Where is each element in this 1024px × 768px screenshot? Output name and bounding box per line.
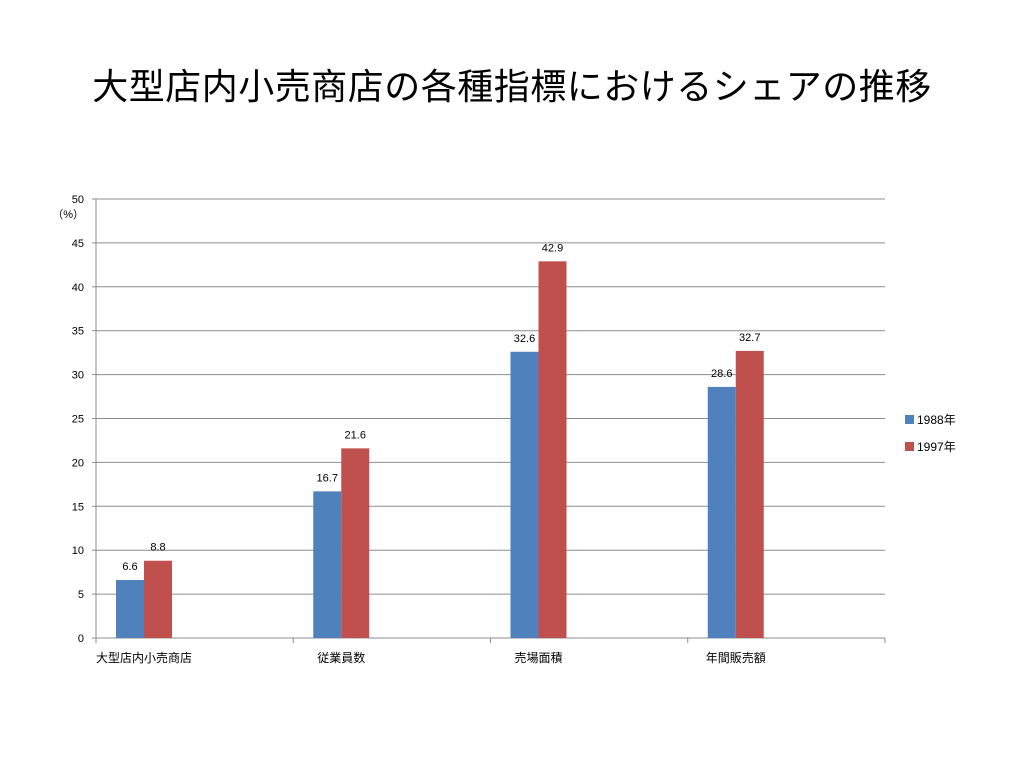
legend-swatch xyxy=(905,442,914,451)
bar xyxy=(707,386,736,638)
legend-label: 1988年 xyxy=(917,413,956,427)
legend-label: 1997年 xyxy=(917,440,956,454)
bar xyxy=(144,560,172,638)
y-tick-label: 5 xyxy=(78,589,84,601)
data-label: 32.6 xyxy=(514,333,535,345)
gridlines xyxy=(96,198,885,639)
y-tick-label: 45 xyxy=(72,238,84,250)
y-tick-label: 20 xyxy=(72,457,84,469)
y-tick-label: 15 xyxy=(72,501,84,513)
slide-title: 大型店内小売商店の各種指標におけるシェアの推移 xyxy=(92,67,932,108)
y-tick-label: 25 xyxy=(72,414,84,426)
y-unit-label: （%） xyxy=(52,208,84,221)
x-category-label: 売場面積 xyxy=(514,650,562,665)
bar xyxy=(538,261,567,638)
legend-swatch xyxy=(905,415,914,424)
y-tick-label: 35 xyxy=(72,326,84,338)
bar xyxy=(341,448,370,638)
bar xyxy=(510,351,539,638)
data-label: 42.9 xyxy=(542,242,563,254)
x-axis: 大型店内小売商店 従業員数 売場面積 年間販売額 xyxy=(95,637,886,665)
bar xyxy=(313,491,342,638)
y-tick-label: 0 xyxy=(78,633,84,645)
y-tick-label: 10 xyxy=(72,545,84,557)
bar xyxy=(735,350,764,638)
x-category-label: 大型店内小売商店 xyxy=(96,650,192,665)
bar xyxy=(116,580,144,638)
data-label: 28.6 xyxy=(711,368,732,380)
y-tick-label: 30 xyxy=(72,370,84,382)
y-tick-label: 40 xyxy=(72,282,84,294)
data-labels: 6.6 8.8 16.7 21.6 32.6 42.9 28.6 32.7 xyxy=(122,242,760,573)
legend: 1988年 1997年 xyxy=(905,413,956,454)
data-label: 21.6 xyxy=(345,429,366,441)
data-label: 6.6 xyxy=(122,561,137,573)
bars xyxy=(116,261,764,638)
y-tick-label: 50 xyxy=(72,194,84,206)
y-axis: 0 5 10 15 20 25 30 35 40 45 50 （%） xyxy=(52,194,97,645)
data-label: 16.7 xyxy=(317,472,338,484)
data-label: 8.8 xyxy=(150,542,165,554)
x-category-label: 年間販売額 xyxy=(706,650,766,665)
x-category-label: 従業員数 xyxy=(317,650,365,665)
data-label: 32.7 xyxy=(739,332,760,344)
